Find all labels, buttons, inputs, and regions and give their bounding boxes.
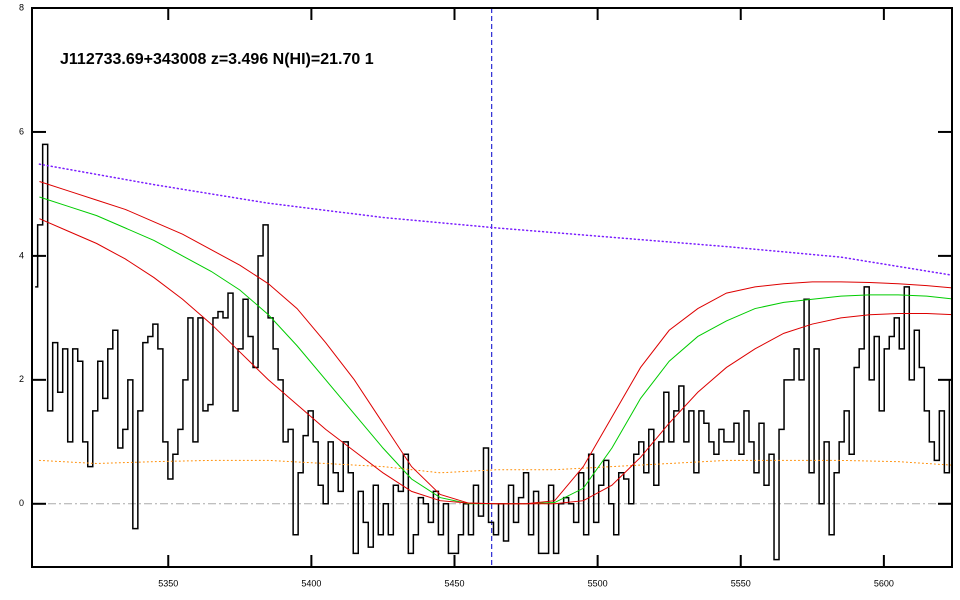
y-tick-label: 0 [19, 498, 24, 508]
y-tick-label: 4 [19, 250, 24, 260]
model-line [38, 163, 952, 276]
model-line [39, 196, 952, 505]
y-tick-label: 2 [19, 374, 24, 384]
model-line [38, 459, 952, 474]
y-tick-label: 6 [19, 126, 24, 136]
x-tick-label: 5350 [158, 578, 178, 588]
y-tick-label: 8 [19, 2, 24, 12]
plot-area [32, 8, 952, 567]
flux-line [35, 143, 952, 561]
chart-title: J112733.69+343008 z=3.496 N(HI)=21.70 1 [60, 51, 374, 68]
x-tick-label: 5600 [874, 578, 894, 588]
plot-frame [31, 7, 953, 568]
x-tick-label: 5450 [444, 578, 464, 588]
x-tick-label: 5550 [731, 578, 751, 588]
model-line [39, 181, 952, 505]
model-line [39, 218, 952, 505]
x-tick-label: 5500 [588, 578, 608, 588]
x-tick-label: 5400 [301, 578, 321, 588]
